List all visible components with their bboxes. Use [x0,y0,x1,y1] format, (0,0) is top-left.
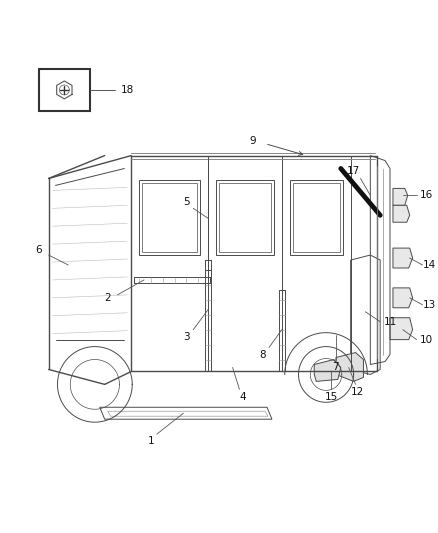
Polygon shape [390,318,413,340]
Text: 11: 11 [383,317,397,327]
Bar [290,181,343,255]
Text: 12: 12 [351,387,364,397]
Text: 2: 2 [104,293,111,303]
Text: 6: 6 [35,245,42,255]
Text: 3: 3 [183,332,190,342]
Bar [293,183,340,252]
Text: 5: 5 [183,197,190,207]
Polygon shape [393,248,413,268]
Text: 7: 7 [332,362,339,373]
Polygon shape [336,352,364,382]
Text: 18: 18 [121,85,134,95]
Polygon shape [393,188,408,205]
Text: 15: 15 [325,392,338,402]
Text: 10: 10 [420,335,433,345]
Text: 9: 9 [249,136,256,146]
Bar [39,69,90,111]
Text: 13: 13 [423,300,436,310]
Bar [216,181,274,255]
Polygon shape [393,205,410,222]
Text: 4: 4 [239,392,246,402]
Bar [139,181,200,255]
Text: 8: 8 [259,350,265,360]
Text: 17: 17 [347,166,360,175]
Text: 14: 14 [423,260,436,270]
Bar [142,183,197,252]
Text: 16: 16 [420,190,433,200]
Polygon shape [393,288,413,308]
Bar [219,183,271,252]
Text: 1: 1 [148,436,154,446]
Polygon shape [314,360,341,382]
